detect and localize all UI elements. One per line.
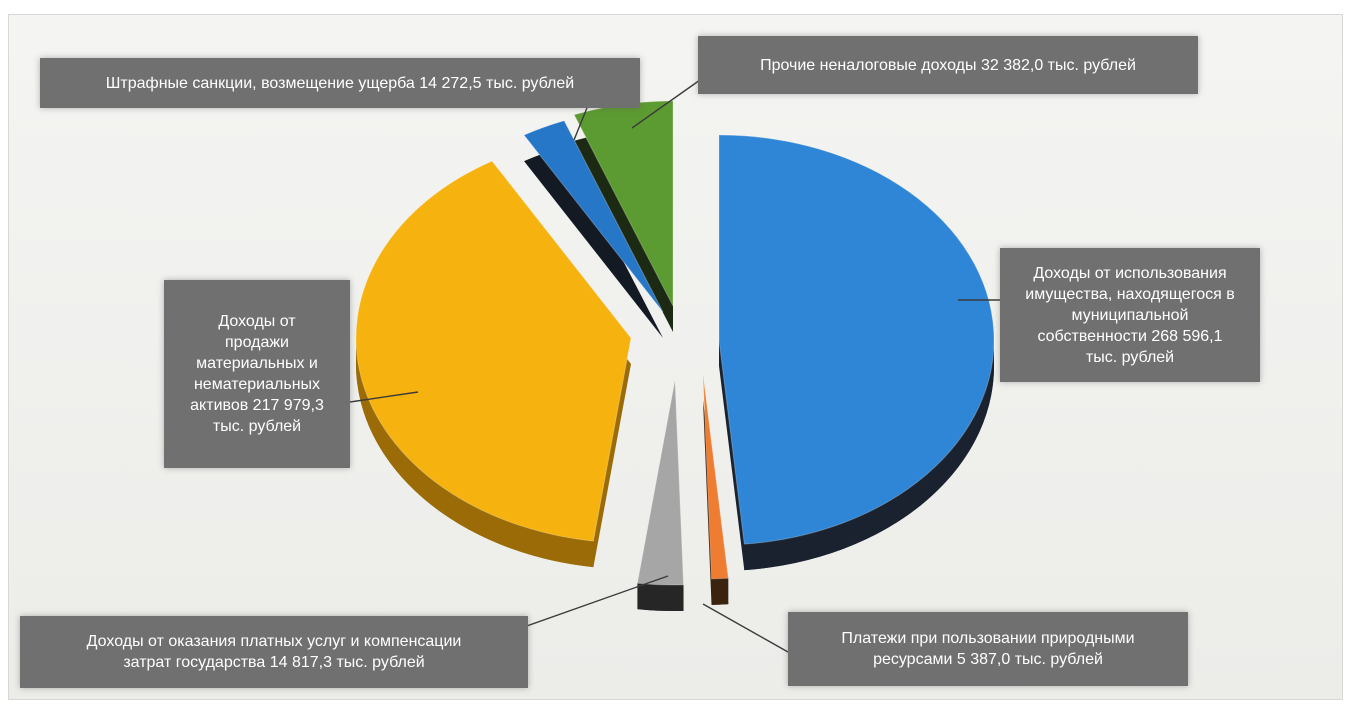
- label-services-line-1: затрат государства 14 817,3 тыс. рублей: [123, 654, 425, 671]
- slice-sales: [355, 160, 632, 542]
- label-other-line-0: Прочие неналоговые доходы 32 382,0 тыс. …: [760, 56, 1136, 74]
- label-natural-line-0: Платежи при пользовании природными: [841, 630, 1135, 647]
- slice-side-sales-0: [356, 338, 594, 568]
- pie-top-layer: [355, 100, 995, 586]
- slice-base-fines: [524, 146, 663, 338]
- label-other: Прочие неналоговые доходы 32 382,0 тыс. …: [698, 36, 1198, 94]
- label-fines: Штрафные санкции, возмещение ущерба 14 2…: [40, 58, 640, 108]
- slice-side-property-0: [744, 340, 994, 571]
- slice-services: [636, 379, 685, 586]
- label-sales-line-1: продажи: [225, 334, 289, 351]
- label-property-line-4: тыс. рублей: [1085, 348, 1175, 366]
- label-sales-line-2: материальных и: [196, 355, 318, 372]
- label-property-line-1: имущества, находящегося в: [1025, 285, 1235, 303]
- label-property-line-2: муниципальной: [1071, 306, 1189, 324]
- label-sales-line-3: нематериальных: [193, 376, 321, 393]
- leader-line-other: [631, 79, 701, 129]
- label-natural-line-1: ресурсами 5 387,0 тыс. рублей: [873, 651, 1103, 668]
- label-sales-line-5: тыс. рублей: [212, 418, 302, 435]
- label-sales: Доходы от продажи материальных и нематер…: [164, 280, 350, 468]
- leader-line-natural: [702, 603, 789, 653]
- label-sales-line-0: Доходы от: [218, 313, 296, 330]
- label-fines-line-0: Штрафные санкции, возмещение ущерба 14 2…: [105, 74, 575, 92]
- slice-fines: [523, 120, 664, 313]
- slice-property: [718, 134, 995, 545]
- slice-side-services-0: [637, 583, 684, 611]
- label-property-line-0: Доходы от использования: [1033, 264, 1227, 282]
- label-sales-line-4: активов 217 979,3: [190, 397, 324, 414]
- slice-side-natural-0: [711, 578, 729, 605]
- label-property: Доходы от использования имущества, наход…: [1000, 248, 1260, 382]
- leader-line-sales: [349, 391, 419, 403]
- label-services-line-0: Доходы от оказания платных услуг и компе…: [86, 633, 462, 650]
- slice-natural: [702, 373, 729, 580]
- label-services: Доходы от оказания платных услуг и компе…: [20, 616, 528, 688]
- label-property-line-3: собственности 268 596,1: [1037, 327, 1223, 345]
- leader-line-services: [503, 575, 669, 635]
- label-natural: Платежи при пользовании природными ресур…: [788, 612, 1188, 686]
